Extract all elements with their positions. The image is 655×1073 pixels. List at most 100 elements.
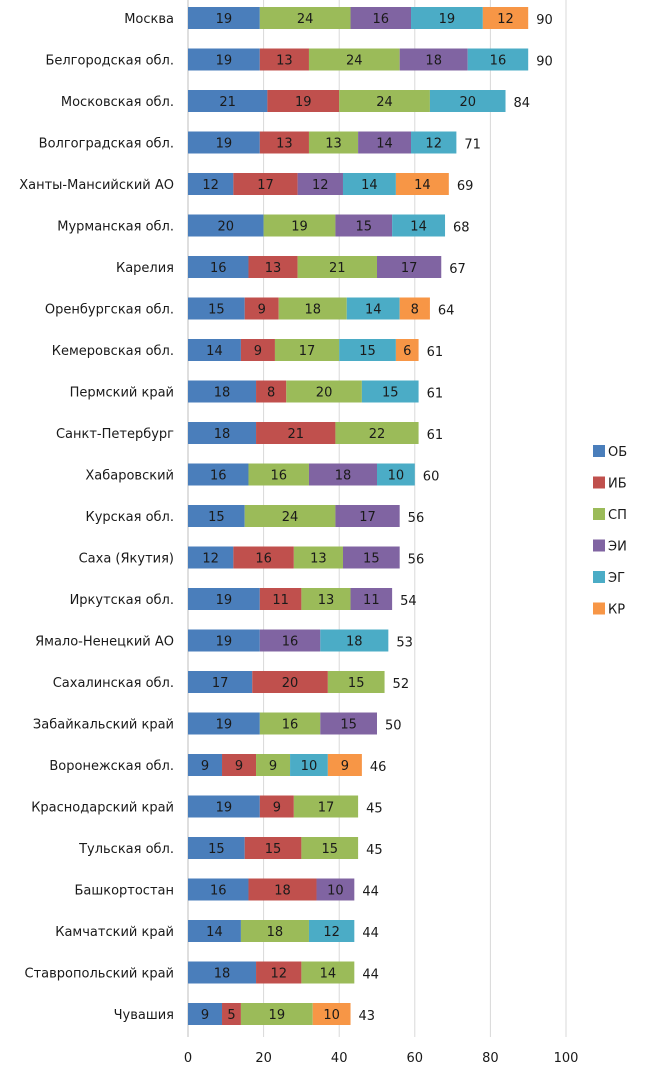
bar-segment — [346, 297, 400, 320]
bar-segment — [411, 131, 457, 154]
segment-value-label: 13 — [310, 552, 327, 567]
segment-value-label: 14 — [376, 137, 393, 152]
bar-segment — [361, 380, 419, 403]
x-tick-label: 80 — [482, 1051, 499, 1066]
segment-value-label: 18 — [304, 303, 321, 318]
segment-value-label: 15 — [348, 676, 365, 691]
category-label: Белгородская обл. — [45, 54, 174, 69]
segment-value-label: 20 — [282, 676, 299, 691]
bar-total-label: 44 — [362, 968, 379, 983]
segment-value-label: 21 — [329, 261, 346, 276]
bar-segment — [188, 214, 264, 237]
segment-value-label: 14 — [361, 178, 378, 193]
bar-segment — [335, 422, 419, 444]
segment-value-label: 10 — [388, 469, 405, 484]
segment-value-label: 16 — [282, 718, 299, 733]
bar-segment — [335, 505, 400, 527]
bar-segment — [259, 795, 294, 818]
segment-value-label: 14 — [410, 220, 427, 235]
segment-value-label: 19 — [269, 1008, 286, 1023]
bar-segment — [293, 795, 359, 818]
category-label: Москва — [124, 12, 174, 27]
bar-segment — [188, 505, 245, 527]
bar-total-label: 50 — [385, 719, 402, 734]
bar-segment — [482, 7, 529, 29]
bar-segment — [240, 339, 275, 361]
segment-value-label: 5 — [227, 1008, 235, 1023]
segment-value-label: 18 — [214, 967, 231, 982]
segment-value-label: 24 — [346, 54, 363, 69]
bar-segment — [248, 256, 298, 278]
legend-swatch — [593, 445, 605, 457]
segment-value-label: 12 — [497, 12, 514, 27]
bar-segment — [377, 256, 442, 278]
category-label: Тульская обл. — [78, 842, 174, 857]
segment-value-label: 16 — [270, 469, 287, 484]
segment-value-label: 19 — [216, 801, 233, 816]
segment-value-label: 11 — [272, 593, 289, 608]
category-label: Сахалинская обл. — [53, 676, 174, 691]
segment-value-label: 24 — [282, 510, 299, 525]
bar-segment — [259, 629, 321, 652]
segment-value-label: 9 — [341, 759, 349, 774]
bar-segment — [188, 1003, 223, 1025]
bar-segment — [263, 214, 336, 237]
segment-value-label: 11 — [363, 593, 380, 608]
segment-value-label: 12 — [323, 925, 340, 940]
bar-segment — [188, 7, 260, 29]
category-label: Чувашия — [114, 1008, 174, 1023]
bar-segment — [188, 48, 260, 71]
bar-segment — [188, 173, 234, 195]
bar-segment — [327, 754, 362, 776]
segment-value-label: 13 — [276, 137, 293, 152]
bar-segment — [188, 422, 257, 444]
bar-total-label: 64 — [438, 304, 455, 319]
segment-value-label: 18 — [425, 54, 442, 69]
bar-segment — [188, 297, 245, 320]
category-label: Ямало-Ненецкий АО — [35, 635, 174, 650]
bar-segment — [188, 131, 260, 154]
bar-segment — [188, 795, 260, 818]
bar-segment — [222, 754, 257, 776]
segment-value-label: 9 — [201, 759, 209, 774]
bar-segment — [188, 588, 260, 610]
segment-value-label: 13 — [325, 137, 342, 152]
segment-value-label: 16 — [210, 884, 227, 899]
category-label: Саха (Якутия) — [79, 552, 174, 567]
bar-segment — [252, 671, 328, 693]
legend-swatch — [593, 571, 605, 583]
bar-segment — [240, 1003, 313, 1025]
segment-value-label: 10 — [323, 1008, 340, 1023]
segment-value-label: 16 — [490, 54, 507, 69]
bar-segment — [188, 463, 249, 486]
segment-value-label: 13 — [318, 593, 335, 608]
bar-segment — [274, 339, 340, 361]
legend-swatch — [593, 602, 605, 615]
segment-value-label: 22 — [369, 427, 386, 442]
bar-segment — [297, 256, 377, 278]
segment-value-label: 15 — [208, 303, 225, 318]
category-label: Карелия — [116, 261, 174, 276]
bar-segment — [248, 463, 309, 486]
segment-value-label: 13 — [276, 54, 293, 69]
bar-segment — [392, 214, 446, 237]
bar-segment — [467, 48, 529, 71]
x-tick-label: 0 — [184, 1051, 192, 1066]
segment-value-label: 17 — [359, 510, 376, 525]
bar-total-label: 52 — [393, 677, 410, 692]
segment-value-label: 19 — [216, 593, 233, 608]
segment-value-label: 20 — [459, 95, 476, 110]
bar-segment — [308, 131, 359, 154]
bar-total-label: 67 — [449, 262, 466, 277]
segment-value-label: 14 — [320, 967, 337, 982]
bar-segment — [429, 90, 506, 112]
category-label: Ханты-Мансийский АО — [19, 178, 174, 193]
bar-segment — [395, 339, 419, 361]
legend-label: СП — [608, 508, 627, 523]
bar-segment — [188, 546, 234, 569]
segment-value-label: 8 — [267, 386, 275, 401]
segment-value-label: 14 — [365, 303, 382, 318]
segment-value-label: 9 — [258, 303, 266, 318]
bar-total-label: 84 — [514, 96, 531, 111]
